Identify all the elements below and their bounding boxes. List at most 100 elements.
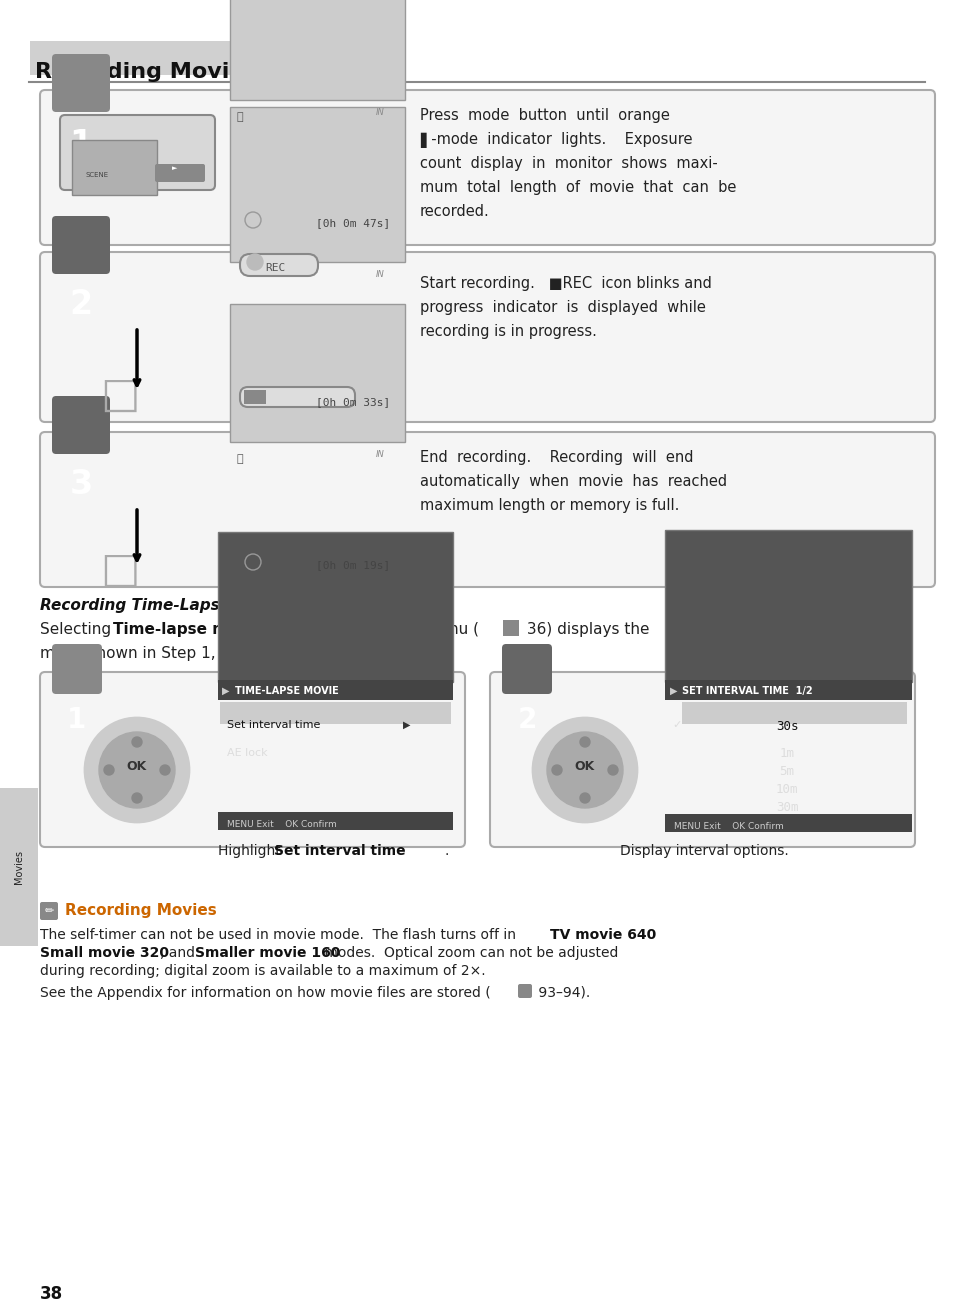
Text: ⬛: ⬛: [236, 112, 243, 122]
Text: 10m: 10m: [775, 783, 798, 796]
Text: ▌-mode  indicator  lights.    Exposure: ▌-mode indicator lights. Exposure: [419, 131, 692, 148]
Text: ▶: ▶: [402, 720, 410, 731]
Bar: [220, 702, 451, 724]
Text: 30m: 30m: [775, 802, 798, 813]
Text: Display interval options.: Display interval options.: [619, 844, 787, 858]
Text: OK: OK: [127, 761, 147, 774]
FancyBboxPatch shape: [52, 215, 110, 275]
FancyBboxPatch shape: [52, 54, 110, 112]
FancyBboxPatch shape: [240, 254, 317, 276]
Circle shape: [552, 765, 561, 775]
Circle shape: [247, 254, 263, 269]
Bar: [664, 530, 911, 682]
Text: recorded.: recorded.: [419, 204, 489, 219]
Text: Selecting: Selecting: [40, 622, 116, 637]
Circle shape: [85, 717, 189, 823]
FancyBboxPatch shape: [154, 164, 205, 183]
Text: SCENE: SCENE: [85, 172, 108, 177]
Text: recording is in progress.: recording is in progress.: [419, 325, 597, 339]
Text: Press  mode  button  until  orange: Press mode button until orange: [419, 108, 669, 124]
Text: Smaller movie 160: Smaller movie 160: [194, 946, 340, 961]
Bar: [502, 620, 518, 636]
Bar: [218, 812, 453, 830]
FancyBboxPatch shape: [52, 396, 110, 455]
Bar: [218, 532, 453, 682]
Text: modes.  Optical zoom can not be adjusted: modes. Optical zoom can not be adjusted: [319, 946, 618, 961]
Text: MENU Exit    OK Confirm: MENU Exit OK Confirm: [227, 820, 336, 829]
Bar: [230, 0, 405, 100]
Text: MENU Exit    OK Confirm: MENU Exit OK Confirm: [673, 823, 783, 830]
Text: ▶: ▶: [222, 686, 230, 696]
Text: count  display  in  monitor  shows  maxi-: count display in monitor shows maxi-: [419, 156, 717, 171]
Text: TIME-LAPSE MOVIE: TIME-LAPSE MOVIE: [234, 686, 338, 696]
Text: from the MOVIE menu (: from the MOVIE menu (: [294, 622, 478, 637]
Text: Set interval time: Set interval time: [227, 720, 320, 731]
Bar: [244, 390, 266, 403]
Text: End  recording.    Recording  will  end: End recording. Recording will end: [419, 449, 693, 465]
Bar: [218, 681, 453, 700]
Text: TV movie 640: TV movie 640: [550, 928, 656, 942]
Text: ✓: ✓: [671, 720, 680, 731]
Text: progress  indicator  is  displayed  while: progress indicator is displayed while: [419, 300, 705, 315]
FancyBboxPatch shape: [60, 116, 214, 191]
Circle shape: [104, 765, 113, 775]
Circle shape: [607, 765, 618, 775]
Text: ▶: ▶: [669, 686, 677, 696]
FancyBboxPatch shape: [40, 901, 58, 920]
Text: Movies: Movies: [14, 850, 24, 884]
Text: [0h 0m 47s]: [0h 0m 47s]: [315, 218, 390, 229]
Text: Recording Movies: Recording Movies: [65, 903, 216, 918]
Text: [0h 0m 33s]: [0h 0m 33s]: [315, 397, 390, 407]
Text: 2: 2: [70, 288, 92, 321]
Text: AE lock: AE lock: [227, 748, 268, 758]
Text: IN: IN: [375, 269, 385, 279]
Text: 36) displays the: 36) displays the: [521, 622, 649, 637]
Text: ⬛: ⬛: [236, 455, 243, 464]
Text: Recording Time-Lapse Movies: Recording Time-Lapse Movies: [40, 598, 295, 614]
Text: IN: IN: [375, 449, 385, 459]
FancyBboxPatch shape: [40, 89, 934, 244]
Bar: [230, 106, 405, 261]
Circle shape: [546, 732, 622, 808]
Text: maximum length or memory is full.: maximum length or memory is full.: [419, 498, 679, 512]
FancyBboxPatch shape: [40, 432, 934, 587]
Text: , and: , and: [160, 946, 199, 961]
Bar: [30, 41, 370, 75]
Bar: [664, 813, 911, 832]
Text: 93–94).: 93–94).: [534, 986, 590, 1000]
Text: IN: IN: [375, 108, 385, 117]
Text: 1m: 1m: [779, 746, 794, 759]
Bar: [664, 681, 911, 700]
Text: □: □: [100, 374, 139, 417]
Text: ►: ►: [172, 166, 177, 171]
Text: Small movie 320: Small movie 320: [40, 946, 169, 961]
FancyBboxPatch shape: [490, 671, 914, 848]
Text: 38: 38: [40, 1285, 63, 1303]
Text: automatically  when  movie  has  reached: automatically when movie has reached: [419, 474, 726, 489]
Text: menu shown in Step 1, below.: menu shown in Step 1, below.: [40, 646, 269, 661]
Text: □: □: [100, 549, 139, 591]
Circle shape: [533, 717, 637, 823]
Text: during recording; digital zoom is available to a maximum of 2×.: during recording; digital zoom is availa…: [40, 964, 485, 978]
Circle shape: [99, 732, 174, 808]
Text: OK: OK: [575, 761, 595, 774]
Text: Set interval time: Set interval time: [274, 844, 405, 858]
Text: 1: 1: [68, 706, 87, 735]
Text: [0h 0m 19s]: [0h 0m 19s]: [315, 560, 390, 570]
Text: Recording Movies: Recording Movies: [35, 62, 257, 81]
Circle shape: [579, 794, 589, 803]
Text: REC: REC: [265, 263, 285, 273]
Circle shape: [160, 765, 170, 775]
Text: SET INTERVAL TIME  1/2: SET INTERVAL TIME 1/2: [681, 686, 812, 696]
Text: Start recording.   ■REC  icon blinks and: Start recording. ■REC icon blinks and: [419, 276, 711, 290]
FancyBboxPatch shape: [501, 644, 552, 694]
Text: See the Appendix for information on how movie files are stored (: See the Appendix for information on how …: [40, 986, 490, 1000]
Circle shape: [132, 737, 142, 746]
FancyBboxPatch shape: [40, 252, 934, 422]
Text: ✏: ✏: [44, 905, 53, 916]
Bar: [230, 304, 405, 442]
FancyBboxPatch shape: [52, 644, 102, 694]
Text: 5m: 5m: [779, 765, 794, 778]
Bar: [681, 702, 906, 724]
FancyBboxPatch shape: [40, 671, 464, 848]
